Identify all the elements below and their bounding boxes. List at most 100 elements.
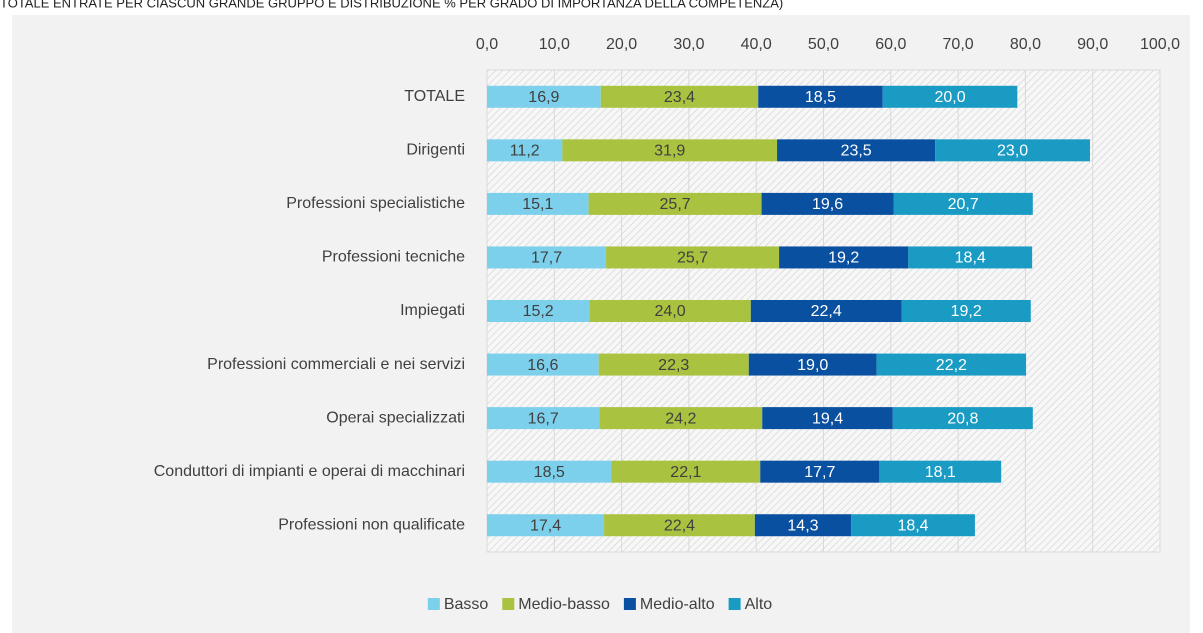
data-label: 23,5 [841, 143, 872, 160]
category-label: Professioni tecniche [322, 249, 465, 266]
legend-label: Basso [444, 596, 489, 613]
chart-title: TOTALE ENTRATE PER CIASCUN GRANDE GRUPPO… [0, 0, 783, 10]
bar-segment [600, 85, 759, 108]
bar-segment [901, 300, 1031, 322]
data-label: 17,4 [530, 517, 561, 534]
bar-segment [754, 514, 852, 537]
bar-segment [935, 139, 1091, 162]
category-label: Impiegati [400, 302, 465, 319]
bar-segment [748, 353, 877, 376]
bar-segment [487, 300, 590, 322]
data-label: 18,4 [897, 517, 928, 534]
x-tick-label: 90,0 [1077, 36, 1108, 53]
x-tick-label: 100,0 [1140, 36, 1180, 53]
legend-swatch [502, 598, 515, 610]
bar-segment [487, 139, 563, 162]
category-label: Conduttori di impianti e operai di macch… [154, 463, 465, 480]
bar-segment [760, 460, 880, 483]
legend-label: Medio-basso [518, 596, 610, 613]
x-tick-label: 30,0 [673, 36, 704, 53]
data-label: 22,1 [670, 464, 701, 481]
data-label: 22,4 [811, 303, 842, 320]
bar-segment [892, 407, 1033, 430]
data-label: 20,7 [948, 196, 979, 213]
legend-swatch [728, 598, 741, 610]
x-tick-label: 10,0 [539, 36, 570, 53]
category-label: Operai specializzati [326, 409, 465, 426]
bar-segment [562, 139, 778, 162]
bar-segment [851, 514, 975, 537]
x-tick-label: 80,0 [1010, 36, 1041, 53]
bar-segment [779, 246, 909, 269]
data-label: 15,2 [523, 303, 554, 320]
bar-segment [588, 192, 762, 215]
bar-segment [487, 514, 605, 537]
data-label: 18,5 [534, 464, 565, 481]
bar-segment [611, 460, 761, 483]
data-label: 19,0 [797, 357, 828, 374]
data-label: 18,1 [925, 464, 956, 481]
bar-segment [893, 192, 1033, 215]
data-label: 17,7 [531, 250, 562, 267]
bar-segment [606, 246, 780, 269]
data-label: 16,9 [528, 89, 559, 106]
bar-segment [761, 192, 894, 215]
x-tick-label: 40,0 [741, 36, 772, 53]
bar-segment [487, 192, 589, 215]
data-label: 31,9 [654, 143, 685, 160]
bar-segment [762, 407, 893, 430]
data-label: 19,2 [951, 303, 982, 320]
data-label: 23,4 [664, 89, 695, 106]
bar-segment [876, 353, 1027, 376]
data-label: 16,6 [527, 357, 558, 374]
x-tick-label: 20,0 [606, 36, 637, 53]
data-label: 23,0 [997, 143, 1028, 160]
data-label: 19,2 [828, 250, 859, 267]
data-label: 22,3 [658, 357, 689, 374]
bar-segment [879, 460, 1002, 483]
data-label: 22,4 [664, 517, 695, 534]
bar-segment [598, 353, 749, 376]
category-label: Dirigenti [406, 142, 465, 159]
legend-label: Alto [745, 596, 773, 613]
data-label: 18,5 [805, 89, 836, 106]
category-label: Professioni commerciali e nei servizi [207, 356, 465, 373]
x-tick-label: 0,0 [476, 36, 498, 53]
bar-segment [908, 246, 1033, 269]
bar-segment [487, 460, 612, 483]
data-label: 18,4 [955, 250, 986, 267]
x-tick-label: 60,0 [875, 36, 906, 53]
bar-segment [487, 407, 600, 430]
data-label: 17,7 [804, 464, 835, 481]
bar-segment [487, 246, 607, 269]
bar-segment [487, 353, 599, 376]
bar-segment [758, 85, 883, 108]
x-tick-label: 50,0 [808, 36, 839, 53]
data-label: 25,7 [660, 196, 691, 213]
bar-segment [750, 300, 902, 322]
data-label: 24,0 [654, 303, 685, 320]
bar-segment [589, 300, 751, 322]
x-tick-label: 70,0 [943, 36, 974, 53]
legend-swatch [427, 598, 440, 610]
bar-segment [604, 514, 755, 537]
bar-segment [882, 85, 1018, 108]
bar-segment [777, 139, 936, 162]
data-label: 22,2 [936, 357, 967, 374]
data-label: 19,4 [812, 410, 843, 427]
data-label: 14,3 [787, 517, 818, 534]
data-label: 16,7 [528, 410, 559, 427]
data-label: 15,1 [522, 196, 553, 213]
data-label: 20,0 [934, 89, 965, 106]
data-label: 24,2 [665, 410, 696, 427]
category-label: TOTALE [404, 88, 465, 105]
bar-segment [487, 85, 601, 108]
data-label: 11,2 [510, 143, 540, 160]
legend-swatch [623, 598, 636, 610]
data-label: 19,6 [812, 196, 843, 213]
category-label: Professioni non qualificate [278, 516, 465, 533]
data-label: 25,7 [677, 250, 708, 267]
bar-segment [599, 407, 763, 430]
data-label: 20,8 [947, 410, 978, 427]
